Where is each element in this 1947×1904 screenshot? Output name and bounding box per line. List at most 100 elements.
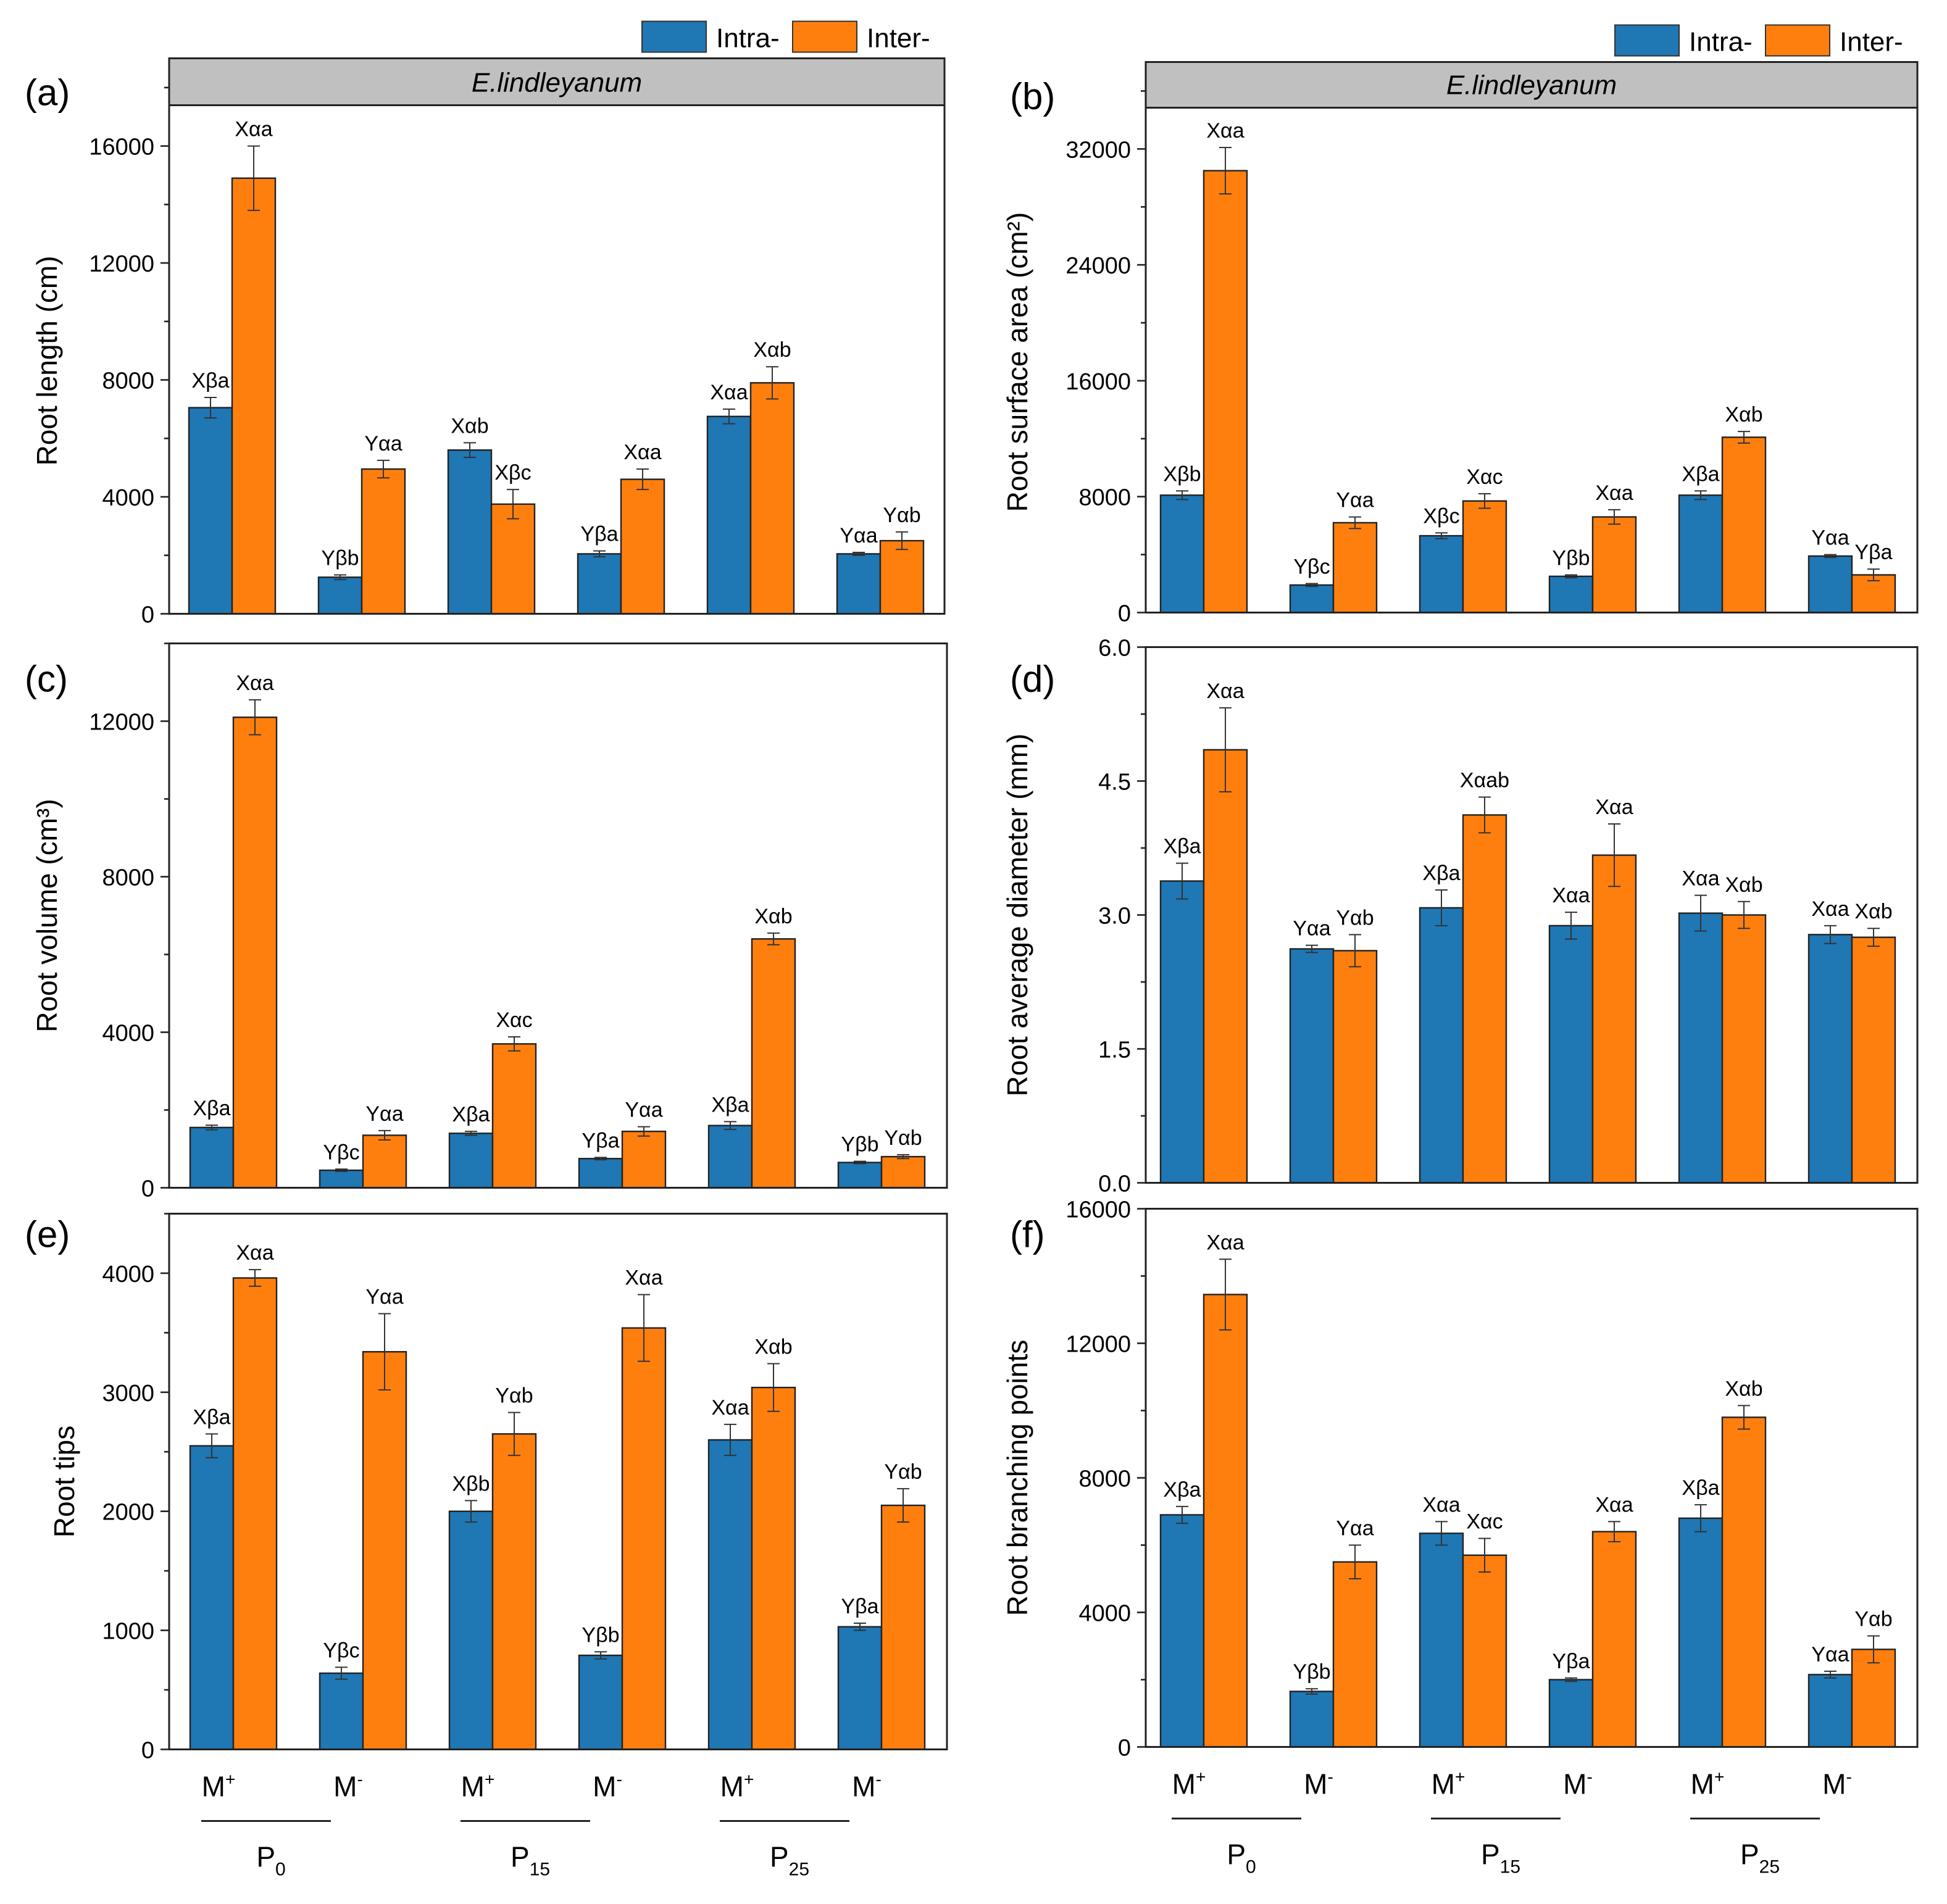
significance-label: Yαb	[884, 1126, 922, 1150]
significance-label: Yαa	[1293, 917, 1330, 941]
bar-inter	[491, 1433, 537, 1750]
significance-label: Xαa	[1206, 680, 1244, 703]
significance-label: Xαb	[754, 1336, 792, 1359]
significance-label: Xβc	[1423, 504, 1459, 528]
bar-intra	[707, 1439, 753, 1750]
significance-label: Xαa	[625, 1266, 662, 1290]
y-tick-label: 1.5	[1098, 1037, 1131, 1063]
significance-label: Xβa	[1163, 1478, 1201, 1502]
facet-title: E.lindleyanum	[472, 68, 642, 98]
significance-label: Xαa	[711, 1396, 749, 1420]
bar-intra	[1289, 1690, 1335, 1748]
bar-inter	[1721, 1416, 1767, 1748]
panel-f: (f) Root branching points 0 4000 8000 12000 16…	[1001, 1197, 1919, 1877]
bar-inter	[621, 1327, 667, 1750]
bar-intra	[319, 1672, 364, 1750]
group-label: P25	[770, 1841, 809, 1880]
bar-inter	[620, 478, 665, 615]
significance-label: Xβa	[193, 1405, 230, 1429]
bar-inter	[490, 503, 536, 615]
legend-label-intra: Intra-	[716, 23, 780, 54]
bar-inter	[1203, 170, 1248, 613]
significance-label: Yαb	[495, 1384, 533, 1408]
significance-label: Xαa	[623, 441, 661, 464]
panel-d: (d) Root average diameter (mm) 0.0 1.5 3.0 4.…	[1001, 636, 1919, 1197]
significance-label: Xαa	[236, 1241, 273, 1265]
y-axis-label: Root tips	[48, 1426, 80, 1538]
bar-intra	[1807, 1674, 1853, 1748]
x-tick-label: M-	[852, 1770, 882, 1803]
significance-label: Xαa	[235, 118, 272, 141]
y-tick-label: 4000	[102, 1262, 154, 1287]
bar-intra	[1548, 925, 1594, 1184]
legend-swatch-inter	[792, 20, 857, 53]
bar-intra	[189, 1126, 235, 1189]
facet-strip	[1144, 61, 1919, 109]
significance-label: Yβa	[582, 1129, 619, 1152]
significance-label: Xαc	[1466, 1510, 1503, 1534]
bar-intra	[578, 1158, 623, 1189]
significance-label: Yβc	[1293, 555, 1330, 579]
bar-intra	[1419, 534, 1464, 613]
significance-label: Yαb	[883, 504, 920, 527]
y-tick-label: 8000	[102, 865, 154, 891]
legend-label-inter: Inter-	[1840, 27, 1903, 57]
p-subscript: 0	[1246, 1857, 1256, 1877]
bar-inter	[1591, 1531, 1637, 1748]
bar-inter	[880, 1155, 926, 1189]
bar-intra	[1419, 1532, 1464, 1748]
significance-label: Xαb	[754, 905, 792, 928]
bar-inter	[232, 716, 278, 1189]
p-label: P	[511, 1841, 530, 1873]
bar-inter	[232, 1277, 278, 1750]
p-label: P	[256, 1841, 275, 1873]
y-axis-label: Root volume (cm³)	[31, 799, 63, 1032]
m-label: M	[333, 1771, 357, 1803]
bar-inter	[1591, 854, 1637, 1184]
m-superscript: -	[1846, 1768, 1852, 1787]
plot-frame	[1144, 1208, 1919, 1748]
significance-label: Xβc	[494, 461, 531, 484]
bar-intra	[578, 1654, 623, 1750]
significance-label: Yβa	[580, 523, 618, 546]
bar-intra	[1548, 1679, 1594, 1748]
significance-label: Xβa	[1163, 835, 1201, 858]
plot-frame	[1144, 646, 1919, 1184]
bar-inter	[361, 468, 406, 615]
bar-inter	[621, 1130, 667, 1189]
group-label: P15	[511, 1841, 550, 1880]
panel-letter: (e)	[25, 1214, 70, 1255]
m-superscript: +	[1196, 1768, 1206, 1787]
x-tick-label: M+	[461, 1770, 495, 1803]
significance-label: Yβc	[323, 1141, 359, 1164]
m-label: M	[593, 1771, 616, 1803]
bar-inter	[231, 177, 277, 615]
bar-inter	[362, 1351, 407, 1750]
panel-letter: (a)	[25, 72, 70, 114]
y-tick-label: 6.0	[1098, 636, 1131, 662]
y-axis-label: Root average diameter (mm)	[1001, 734, 1033, 1097]
significance-label: Yβb	[582, 1623, 619, 1647]
x-tick-label: M+	[1172, 1768, 1206, 1800]
x-tick-label: M-	[1563, 1768, 1593, 1800]
y-tick-label: 16000	[1065, 369, 1131, 395]
bar-inter	[1332, 950, 1378, 1184]
bar-inter	[1721, 914, 1767, 1184]
significance-label: Xαa	[710, 381, 748, 404]
significance-label: Xαa	[1206, 1231, 1244, 1254]
x-tick-label: M-	[1304, 1768, 1333, 1800]
significance-label: Yαa	[364, 432, 402, 455]
bar-intra	[1678, 1517, 1724, 1748]
plot-frame	[168, 104, 946, 615]
group-label: P0	[256, 1841, 285, 1880]
m-label: M	[720, 1771, 744, 1803]
m-label: M	[202, 1771, 225, 1803]
significance-label: Xαc	[496, 1008, 532, 1032]
y-tick-label: 0	[141, 1176, 154, 1202]
bar-intra	[1419, 907, 1464, 1184]
bar-intra	[1159, 494, 1205, 613]
significance-label: Yαa	[1811, 526, 1849, 550]
bar-inter	[491, 1043, 537, 1189]
significance-label: Yαb	[1854, 1608, 1892, 1631]
significance-label: Yαb	[884, 1460, 922, 1484]
